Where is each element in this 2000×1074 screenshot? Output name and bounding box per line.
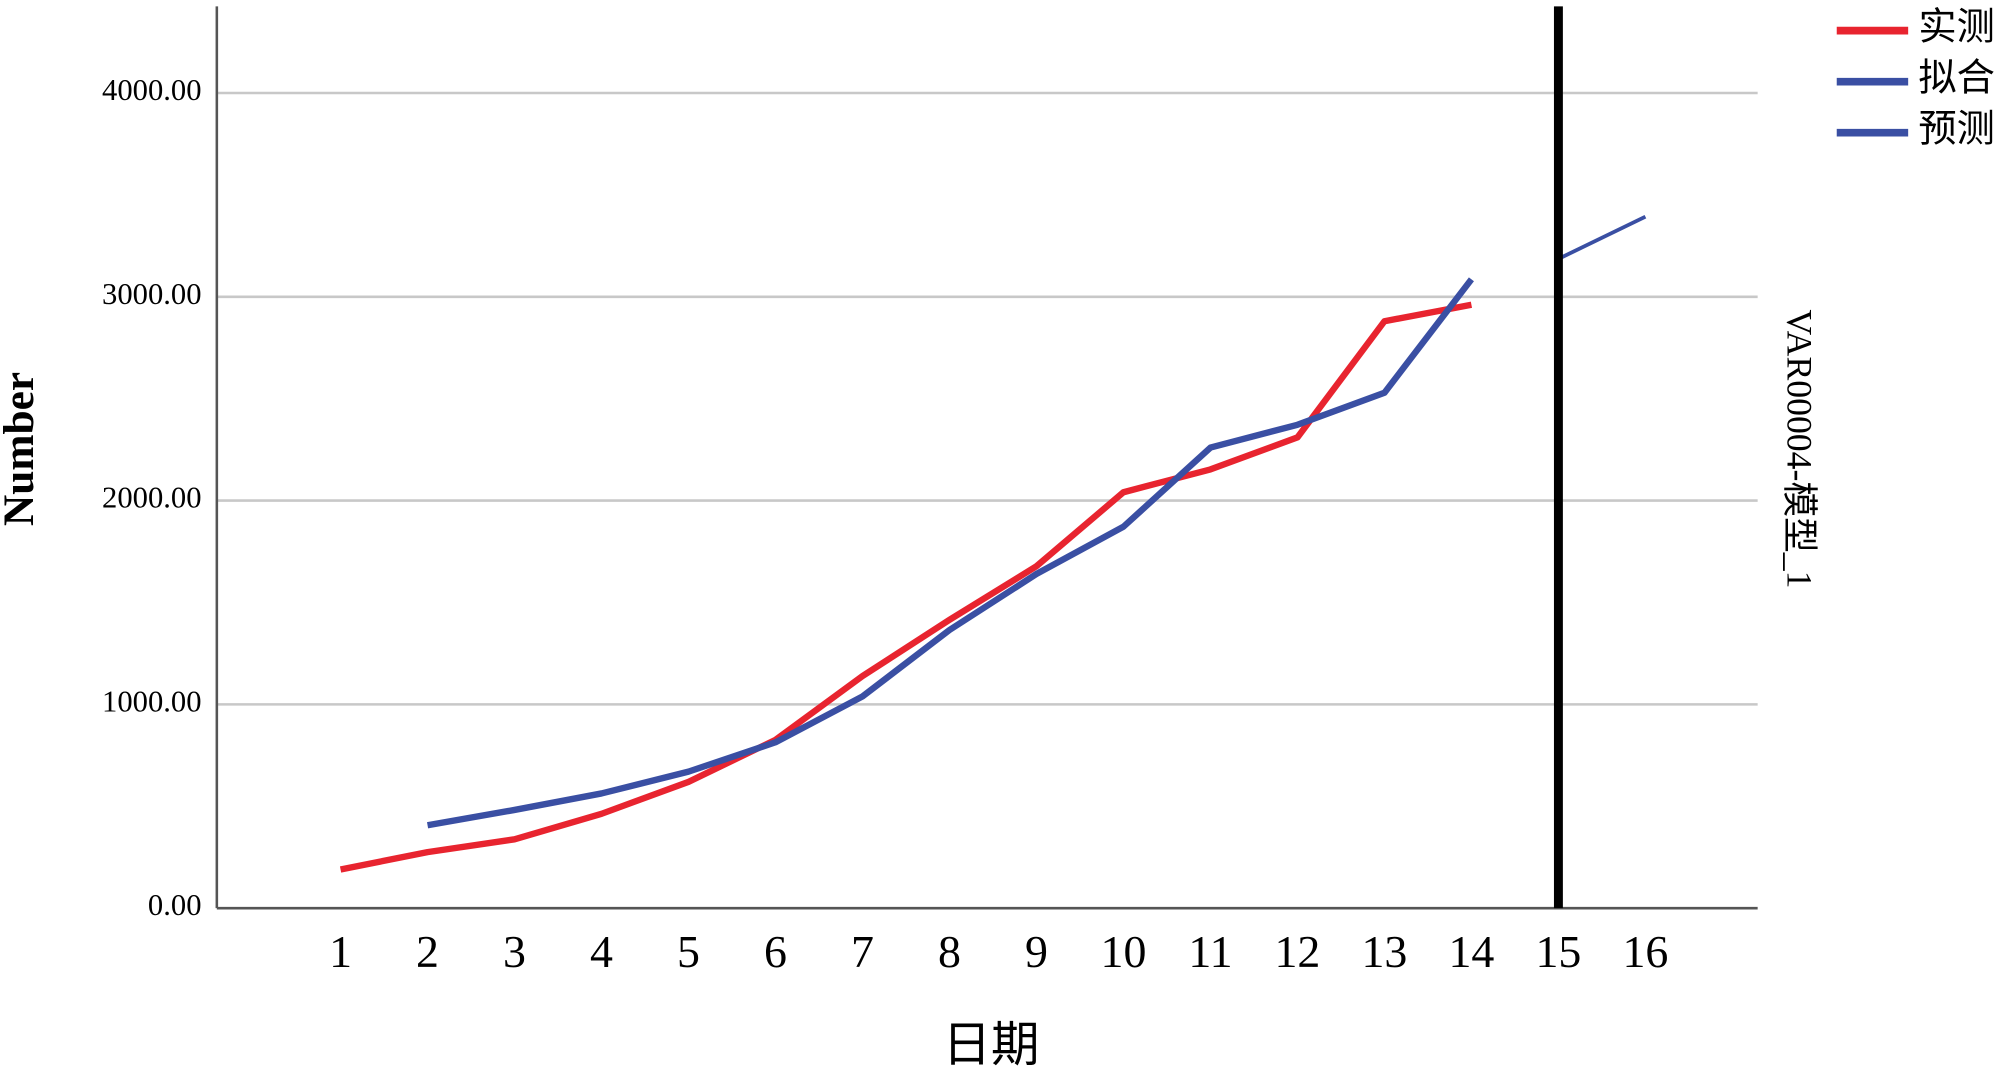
x-tick-label: 11	[1188, 926, 1232, 977]
x-tick-label: 12	[1274, 926, 1320, 977]
x-tick-label: 14	[1448, 926, 1494, 977]
series-line	[339, 301, 1473, 873]
x-tick-label: 9	[1025, 926, 1048, 977]
x-axis-label: 日期	[943, 1019, 1040, 1072]
x-tick-label: 16	[1622, 926, 1668, 977]
x-tick-label: 7	[851, 926, 874, 977]
x-tick-label: 2	[416, 926, 439, 977]
legend-label: 拟合	[1918, 57, 1995, 99]
series-line	[1557, 214, 1647, 261]
y-tick-label: 4000.00	[102, 73, 201, 107]
x-tick-label: 10	[1101, 926, 1147, 977]
series-line	[426, 277, 1474, 829]
x-tick-label: 13	[1361, 926, 1407, 977]
legend-label: 预测	[1918, 108, 1995, 150]
y-tick-label: 1000.00	[102, 684, 201, 718]
x-tick-label: 5	[677, 926, 700, 977]
x-tick-label: 1	[329, 926, 352, 977]
y-tick-label: 3000.00	[102, 277, 201, 311]
x-tick-label: 15	[1535, 926, 1581, 977]
x-tick-label: 6	[764, 926, 787, 977]
y-tick-label: 2000.00	[102, 481, 201, 515]
x-tick-label: 8	[938, 926, 961, 977]
reference-line-label: VAR00004-模型_1	[1780, 309, 1820, 588]
y-tick-label: 0.00	[148, 888, 202, 922]
x-tick-label: 4	[590, 926, 613, 977]
y-axis-label: Number	[0, 372, 43, 526]
x-tick-label: 3	[503, 926, 526, 977]
legend-label: 实测	[1918, 5, 1995, 48]
